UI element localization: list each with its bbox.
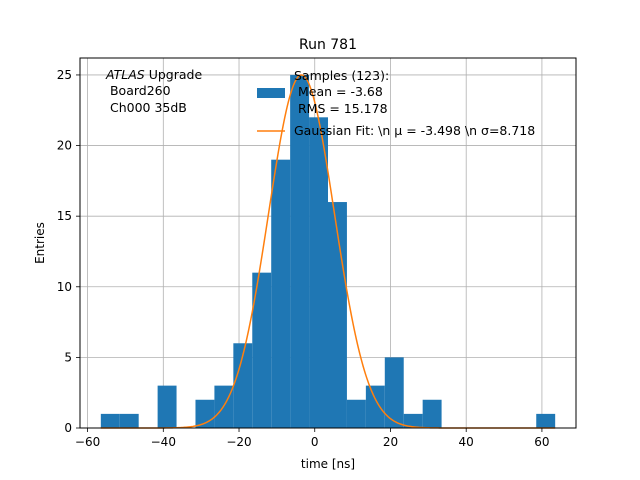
- legend-histogram-patch: [257, 88, 285, 98]
- y-tick-label: 10: [57, 280, 72, 294]
- x-tick-label: 0: [311, 435, 319, 449]
- x-tick-label: −60: [75, 435, 100, 449]
- y-axis-ticks: 0 5 10 15 20 25: [57, 68, 80, 435]
- histogram-bar: [157, 385, 177, 428]
- histogram-bar: [422, 399, 442, 428]
- histogram-bar: [290, 74, 310, 428]
- histogram-bar: [100, 413, 120, 428]
- y-tick-label: 20: [57, 139, 72, 153]
- y-tick-label: 0: [64, 421, 72, 435]
- histogram-bar: [346, 399, 366, 428]
- histogram-bar: [271, 159, 291, 428]
- histogram-bar: [403, 413, 423, 428]
- y-tick-label: 5: [64, 350, 72, 364]
- histogram-bar: [536, 413, 556, 428]
- annotation-line2: Board260: [106, 83, 171, 98]
- legend-samples-line1: Samples (123):: [294, 68, 389, 83]
- legend-samples-line3: RMS = 15.178: [294, 101, 388, 116]
- x-axis-label: time [ns]: [301, 457, 355, 471]
- x-tick-label: −20: [226, 435, 251, 449]
- histogram-bar: [119, 413, 139, 428]
- atlas-annotation: ATLAS Upgrade Board260 Ch000 35dB: [105, 67, 202, 115]
- x-tick-label: 20: [383, 435, 398, 449]
- x-tick-label: 60: [534, 435, 549, 449]
- annotation-line1: ATLAS Upgrade: [105, 67, 202, 82]
- x-tick-label: 40: [459, 435, 474, 449]
- histogram-bar: [233, 343, 253, 428]
- annotation-line3: Ch000 35dB: [106, 100, 187, 115]
- legend-fit-label: Gaussian Fit: \n μ = -3.498 \n σ=8.718: [294, 123, 535, 138]
- plot-frame: [79, 57, 577, 429]
- legend-samples-line2: Mean = -3.68: [294, 84, 383, 99]
- histogram-bar: [384, 357, 404, 428]
- x-tick-label: −40: [151, 435, 176, 449]
- legend: Samples (123): Mean = -3.68 RMS = 15.178…: [257, 68, 535, 138]
- y-axis-label: Entries: [33, 222, 47, 264]
- annotation-atlas: ATLAS: [105, 67, 145, 82]
- x-axis-ticks: −60 −40 −20 0 20 40 60: [75, 428, 550, 449]
- histogram-bar: [252, 272, 272, 428]
- annotation-upgrade: Upgrade: [145, 67, 203, 82]
- histogram-bar: [309, 117, 328, 428]
- y-tick-label: 25: [57, 68, 72, 82]
- y-tick-label: 15: [57, 209, 72, 223]
- chart-title: Run 781: [299, 37, 357, 53]
- histogram-bar: [365, 385, 385, 428]
